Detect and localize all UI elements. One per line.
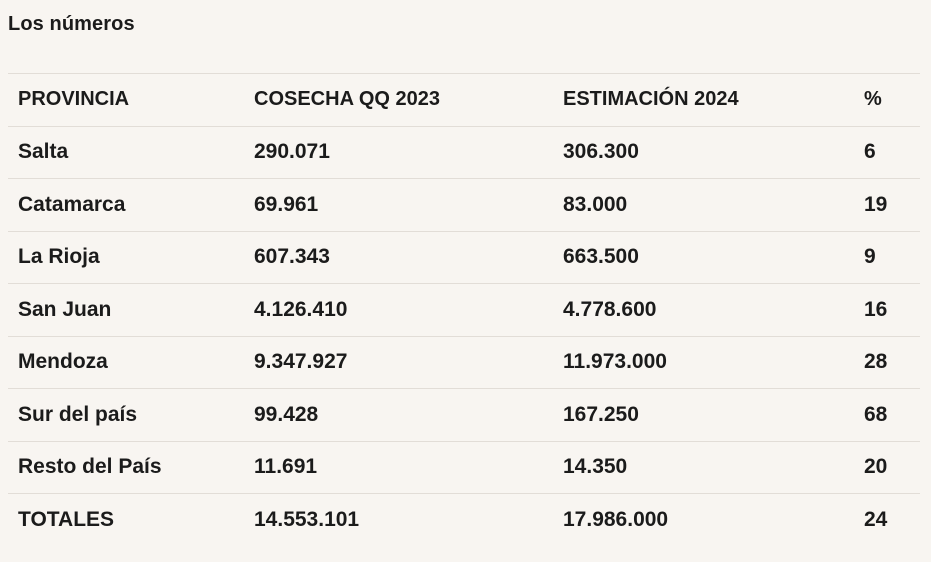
- cell-provincia: Salta: [18, 140, 69, 164]
- table-row: San Juan 4.126.410 4.778.600 16: [8, 284, 920, 337]
- cell-provincia: Resto del País: [18, 455, 162, 479]
- cell-estimacion-2024: 83.000: [563, 192, 628, 216]
- cell-estimacion-2024: 663.500: [563, 245, 639, 269]
- cell-estimacion-2024: 306.300: [563, 140, 639, 164]
- cell-provincia: Sur del país: [18, 402, 138, 426]
- cell-provincia: San Juan: [18, 297, 112, 321]
- cell-cosecha-2023: 290.071: [254, 140, 330, 164]
- cell-estimacion-2024: 167.250: [563, 402, 639, 426]
- table-row: Salta 290.071 306.300 6: [8, 127, 920, 179]
- cell-provincia: Catamarca: [18, 192, 126, 216]
- table-row: Sur del país 99.428 167.250 68: [8, 389, 920, 442]
- column-header-cosecha-2023: COSECHA QQ 2023: [254, 88, 440, 111]
- cell-estimacion-2024: 14.350: [563, 455, 628, 479]
- cell-estimacion-2024: 11.973.000: [563, 350, 667, 374]
- column-header-percent: %: [864, 88, 882, 111]
- cell-cosecha-2023: 99.428: [254, 402, 319, 426]
- table-row: Catamarca 69.961 83.000 19: [8, 179, 920, 232]
- cell-cosecha-2023: 4.126.410: [254, 297, 348, 321]
- cell-percent: 24: [864, 508, 888, 532]
- cell-cosecha-2023: 11.691: [254, 455, 318, 479]
- table-row: Mendoza 9.347.927 11.973.000 28: [8, 337, 920, 389]
- cell-percent: 28: [864, 350, 888, 374]
- column-header-estimacion-2024: ESTIMACIÓN 2024: [563, 88, 739, 111]
- cell-cosecha-2023: 14.553.101: [254, 508, 360, 532]
- table-row: Resto del País 11.691 14.350 20: [8, 442, 920, 494]
- cell-cosecha-2023: 607.343: [254, 245, 330, 269]
- cell-provincia: La Rioja: [18, 245, 100, 269]
- cell-estimacion-2024: 4.778.600: [563, 297, 657, 321]
- cell-percent: 9: [864, 245, 876, 269]
- table-header-row: PROVINCIA COSECHA QQ 2023 ESTIMACIÓN 202…: [8, 74, 920, 127]
- cell-percent: 68: [864, 402, 888, 426]
- cell-percent: 16: [864, 297, 888, 321]
- cell-provincia: Mendoza: [18, 350, 108, 374]
- cell-estimacion-2024: 17.986.000: [563, 508, 669, 532]
- table-row-totals: TOTALES 14.553.101 17.986.000 24: [8, 494, 920, 547]
- cell-percent: 6: [864, 140, 876, 164]
- column-header-provincia: PROVINCIA: [18, 88, 130, 111]
- cell-provincia: TOTALES: [18, 508, 115, 532]
- cell-cosecha-2023: 69.961: [254, 192, 319, 216]
- cell-cosecha-2023: 9.347.927: [254, 350, 348, 374]
- table-row: La Rioja 607.343 663.500 9: [8, 232, 920, 284]
- cell-percent: 19: [864, 192, 888, 216]
- page-title: Los números: [8, 13, 135, 35]
- data-table: PROVINCIA COSECHA QQ 2023 ESTIMACIÓN 202…: [8, 73, 920, 547]
- cell-percent: 20: [864, 455, 888, 479]
